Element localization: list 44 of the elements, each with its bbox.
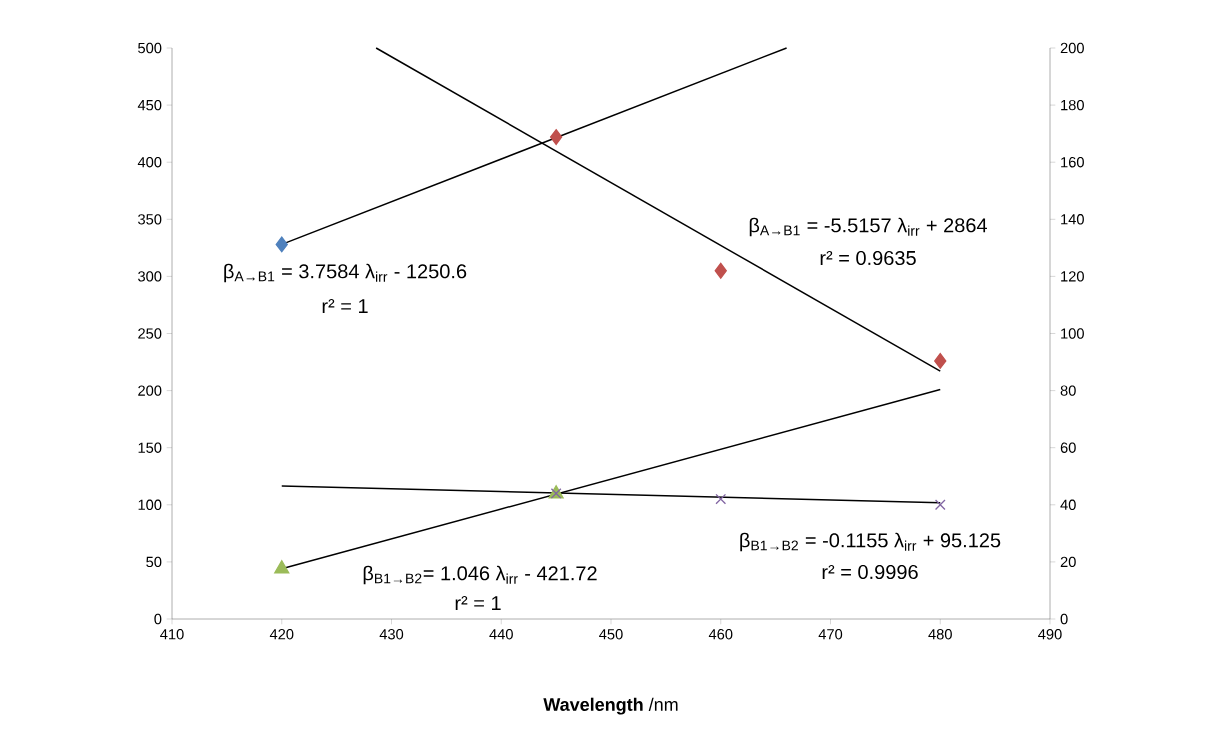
y2-tick-label: 60 xyxy=(1060,442,1076,453)
point xyxy=(275,236,288,253)
annotation: β$_{B1→B2}$= 1.046 λ$_{irr}$ - 421.72 xyxy=(363,565,597,585)
x-tick-label: 450 xyxy=(599,629,623,640)
x-axis-title: Wavelength /nm xyxy=(543,697,678,715)
x-tick-label: 420 xyxy=(269,629,294,640)
annotation: β$_{A→B1}$ = -5.5157 λ$_{irr}$ + 2864 xyxy=(749,217,987,237)
annotation: β$_{B1→B2}$ = -0.1155 λ$_{irr}$ + 95.125 xyxy=(740,532,1001,552)
annotation: β$_{A→B1}$ = 3.7584 λ$_{irr}$ - 1250.6 xyxy=(224,263,467,283)
y2-tick-label: 140 xyxy=(1061,214,1084,225)
x-tick-label: 490 xyxy=(1038,629,1062,640)
x-tick-label: 410 xyxy=(160,629,184,640)
y2-tick-label: 80 xyxy=(1060,385,1076,396)
y-tick-label: 50 xyxy=(146,556,162,568)
y2-tick-label: 160 xyxy=(1061,157,1084,168)
y2-tick-label: 180 xyxy=(1061,99,1084,111)
y-tick-label: 150 xyxy=(138,442,162,453)
y2-tick-label: 40 xyxy=(1060,499,1076,510)
point xyxy=(714,262,727,279)
y-tick-label: 350 xyxy=(138,214,162,225)
y-tick-label: 0 xyxy=(154,613,162,625)
x-tick-label: 440 xyxy=(489,629,513,640)
y2-tick-label: 200 xyxy=(1060,42,1084,54)
y2-tick-label: 20 xyxy=(1060,556,1076,568)
y2-tick-label: 100 xyxy=(1061,328,1084,339)
y2-tick-label: 120 xyxy=(1061,271,1084,282)
annotation: r² = 1 xyxy=(455,596,501,610)
y-tick-label: 400 xyxy=(137,157,162,168)
x-tick-label: 480 xyxy=(928,629,952,640)
y2-tick-label: 0 xyxy=(1060,613,1068,625)
y-tick-label: 500 xyxy=(138,42,162,54)
annotation: r² = 0.9635 xyxy=(820,250,916,266)
y-tick-label: 100 xyxy=(138,499,162,510)
y-tick-label: 250 xyxy=(138,328,162,339)
x-tick-label: 460 xyxy=(708,629,733,640)
y-tick-label: 300 xyxy=(138,271,162,282)
y-tick-label: 450 xyxy=(137,99,162,111)
y-tick-label: 200 xyxy=(138,385,162,396)
annotation: r² = 0.9996 xyxy=(822,564,918,580)
point xyxy=(549,129,563,146)
x-tick-label: 470 xyxy=(818,629,843,640)
annotation: r² = 1 xyxy=(322,299,368,313)
point xyxy=(934,352,947,369)
x-tick-label: 430 xyxy=(379,629,404,640)
